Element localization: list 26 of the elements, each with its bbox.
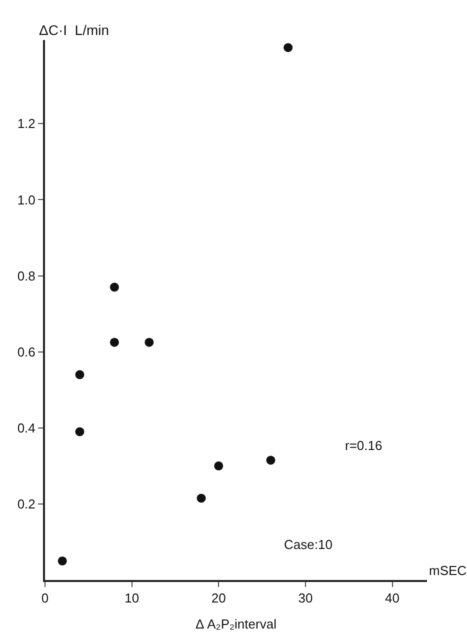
y-axis-title: ΔC·I L/min bbox=[39, 22, 110, 38]
x-axis-title: Δ A₂P₂interval bbox=[196, 616, 277, 632]
x-tick-label: 40 bbox=[385, 590, 400, 606]
point bbox=[214, 461, 224, 470]
x-tick-label: 20 bbox=[211, 590, 226, 606]
point bbox=[144, 338, 154, 347]
y-tick-label: 0.6 bbox=[17, 344, 36, 360]
point bbox=[75, 427, 84, 436]
text: mSEC bbox=[429, 563, 467, 578]
x-tick-label: 30 bbox=[298, 590, 313, 606]
point bbox=[196, 494, 206, 503]
point bbox=[75, 370, 84, 380]
point bbox=[110, 282, 119, 292]
point bbox=[58, 556, 67, 566]
annotation: r=0.16 bbox=[345, 438, 382, 453]
y-tick-label: 0.2 bbox=[17, 496, 36, 512]
point bbox=[284, 43, 293, 52]
x-tick-label: 10 bbox=[124, 590, 140, 606]
point bbox=[110, 338, 119, 347]
y-tick-label: 1.0 bbox=[17, 192, 36, 208]
y-tick-label: 0.4 bbox=[17, 420, 36, 436]
point bbox=[266, 456, 276, 465]
annotation: Case:10 bbox=[284, 537, 332, 552]
y-tick-label: 0.8 bbox=[17, 268, 36, 284]
y-tick-label: 1.2 bbox=[17, 116, 36, 132]
x-tick-label: 0 bbox=[41, 590, 49, 606]
